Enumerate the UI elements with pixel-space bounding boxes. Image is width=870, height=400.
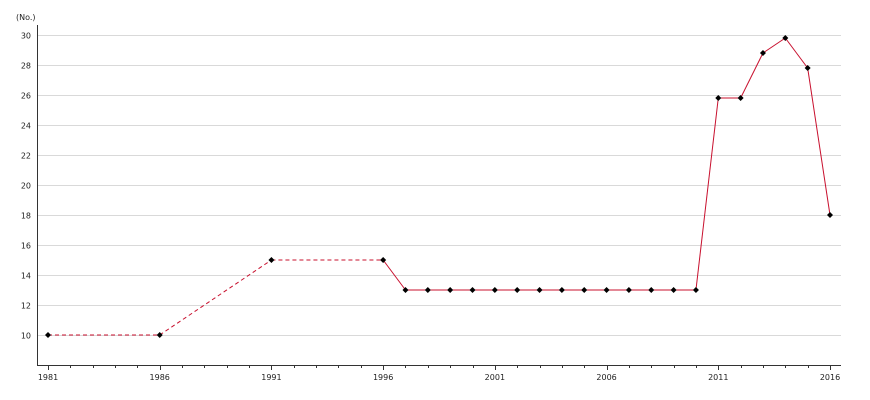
data-point-1998 <box>424 287 431 293</box>
data-point-2006 <box>603 287 610 293</box>
data-point-2002 <box>514 287 521 293</box>
y-tick-label-26: 26 <box>21 92 31 101</box>
y-tick-label-30: 30 <box>21 32 31 41</box>
y-tick-label-28: 28 <box>21 62 31 71</box>
y-tick-label-18: 18 <box>21 212 31 221</box>
y-tick-label-14: 14 <box>21 272 31 281</box>
y-tick-label-24: 24 <box>21 122 31 131</box>
data-markers <box>45 35 833 338</box>
x-tick-label-1986: 1986 <box>150 373 170 382</box>
data-point-2016 <box>827 212 833 218</box>
y-axis-unit-label: (No.) <box>16 13 36 22</box>
data-point-1981 <box>45 332 51 338</box>
series-segment-2015-2016 <box>807 67 831 216</box>
data-point-1991 <box>268 257 275 263</box>
x-tick-label-2016: 2016 <box>820 373 840 382</box>
y-tick-label-20: 20 <box>21 182 31 191</box>
data-point-2003 <box>536 287 543 293</box>
data-point-2010 <box>692 287 699 293</box>
data-point-2013 <box>759 50 766 56</box>
series-segment-1986-1991 <box>159 259 272 336</box>
y-tick-label-12: 12 <box>21 302 31 311</box>
data-point-1999 <box>447 287 454 293</box>
series-segment-2014-2015 <box>784 37 809 69</box>
x-tick-label-2011: 2011 <box>708 373 728 382</box>
axes <box>37 25 841 370</box>
series-segment-1996-1997 <box>382 259 406 291</box>
data-point-1986 <box>156 332 163 338</box>
data-point-1996 <box>380 257 387 263</box>
series-line <box>48 37 831 336</box>
grid-lines <box>37 35 841 336</box>
tick-labels: 10 12 14 16 18 20 22 24 26 28 30 1981 1986 1991 1996 20… <box>21 32 840 383</box>
y-tick-label-16: 16 <box>21 242 31 251</box>
data-point-2015 <box>804 65 811 71</box>
x-tick-label-1981: 1981 <box>38 373 58 382</box>
y-tick-label-22: 22 <box>21 152 31 161</box>
x-tick-label-1991: 1991 <box>261 373 281 382</box>
data-point-2005 <box>581 287 588 293</box>
x-tick-label-2006: 2006 <box>596 373 616 382</box>
data-point-2008 <box>648 287 655 293</box>
x-tick-label-2001: 2001 <box>485 373 505 382</box>
series-segment-2012-2013 <box>740 52 764 99</box>
data-point-2007 <box>625 287 632 293</box>
data-point-2004 <box>558 287 565 293</box>
data-point-2001 <box>491 287 498 293</box>
series-segment-2013-2014 <box>762 37 786 54</box>
data-point-2014 <box>782 35 789 41</box>
data-point-2012 <box>737 95 744 101</box>
data-point-2011 <box>715 95 722 101</box>
data-point-2000 <box>469 287 476 293</box>
series-segment-2010-2011 <box>695 97 719 291</box>
data-point-1997 <box>402 287 409 293</box>
data-point-2009 <box>670 287 677 293</box>
y-tick-label-10: 10 <box>21 332 31 341</box>
x-tick-label-1996: 1996 <box>373 373 393 382</box>
